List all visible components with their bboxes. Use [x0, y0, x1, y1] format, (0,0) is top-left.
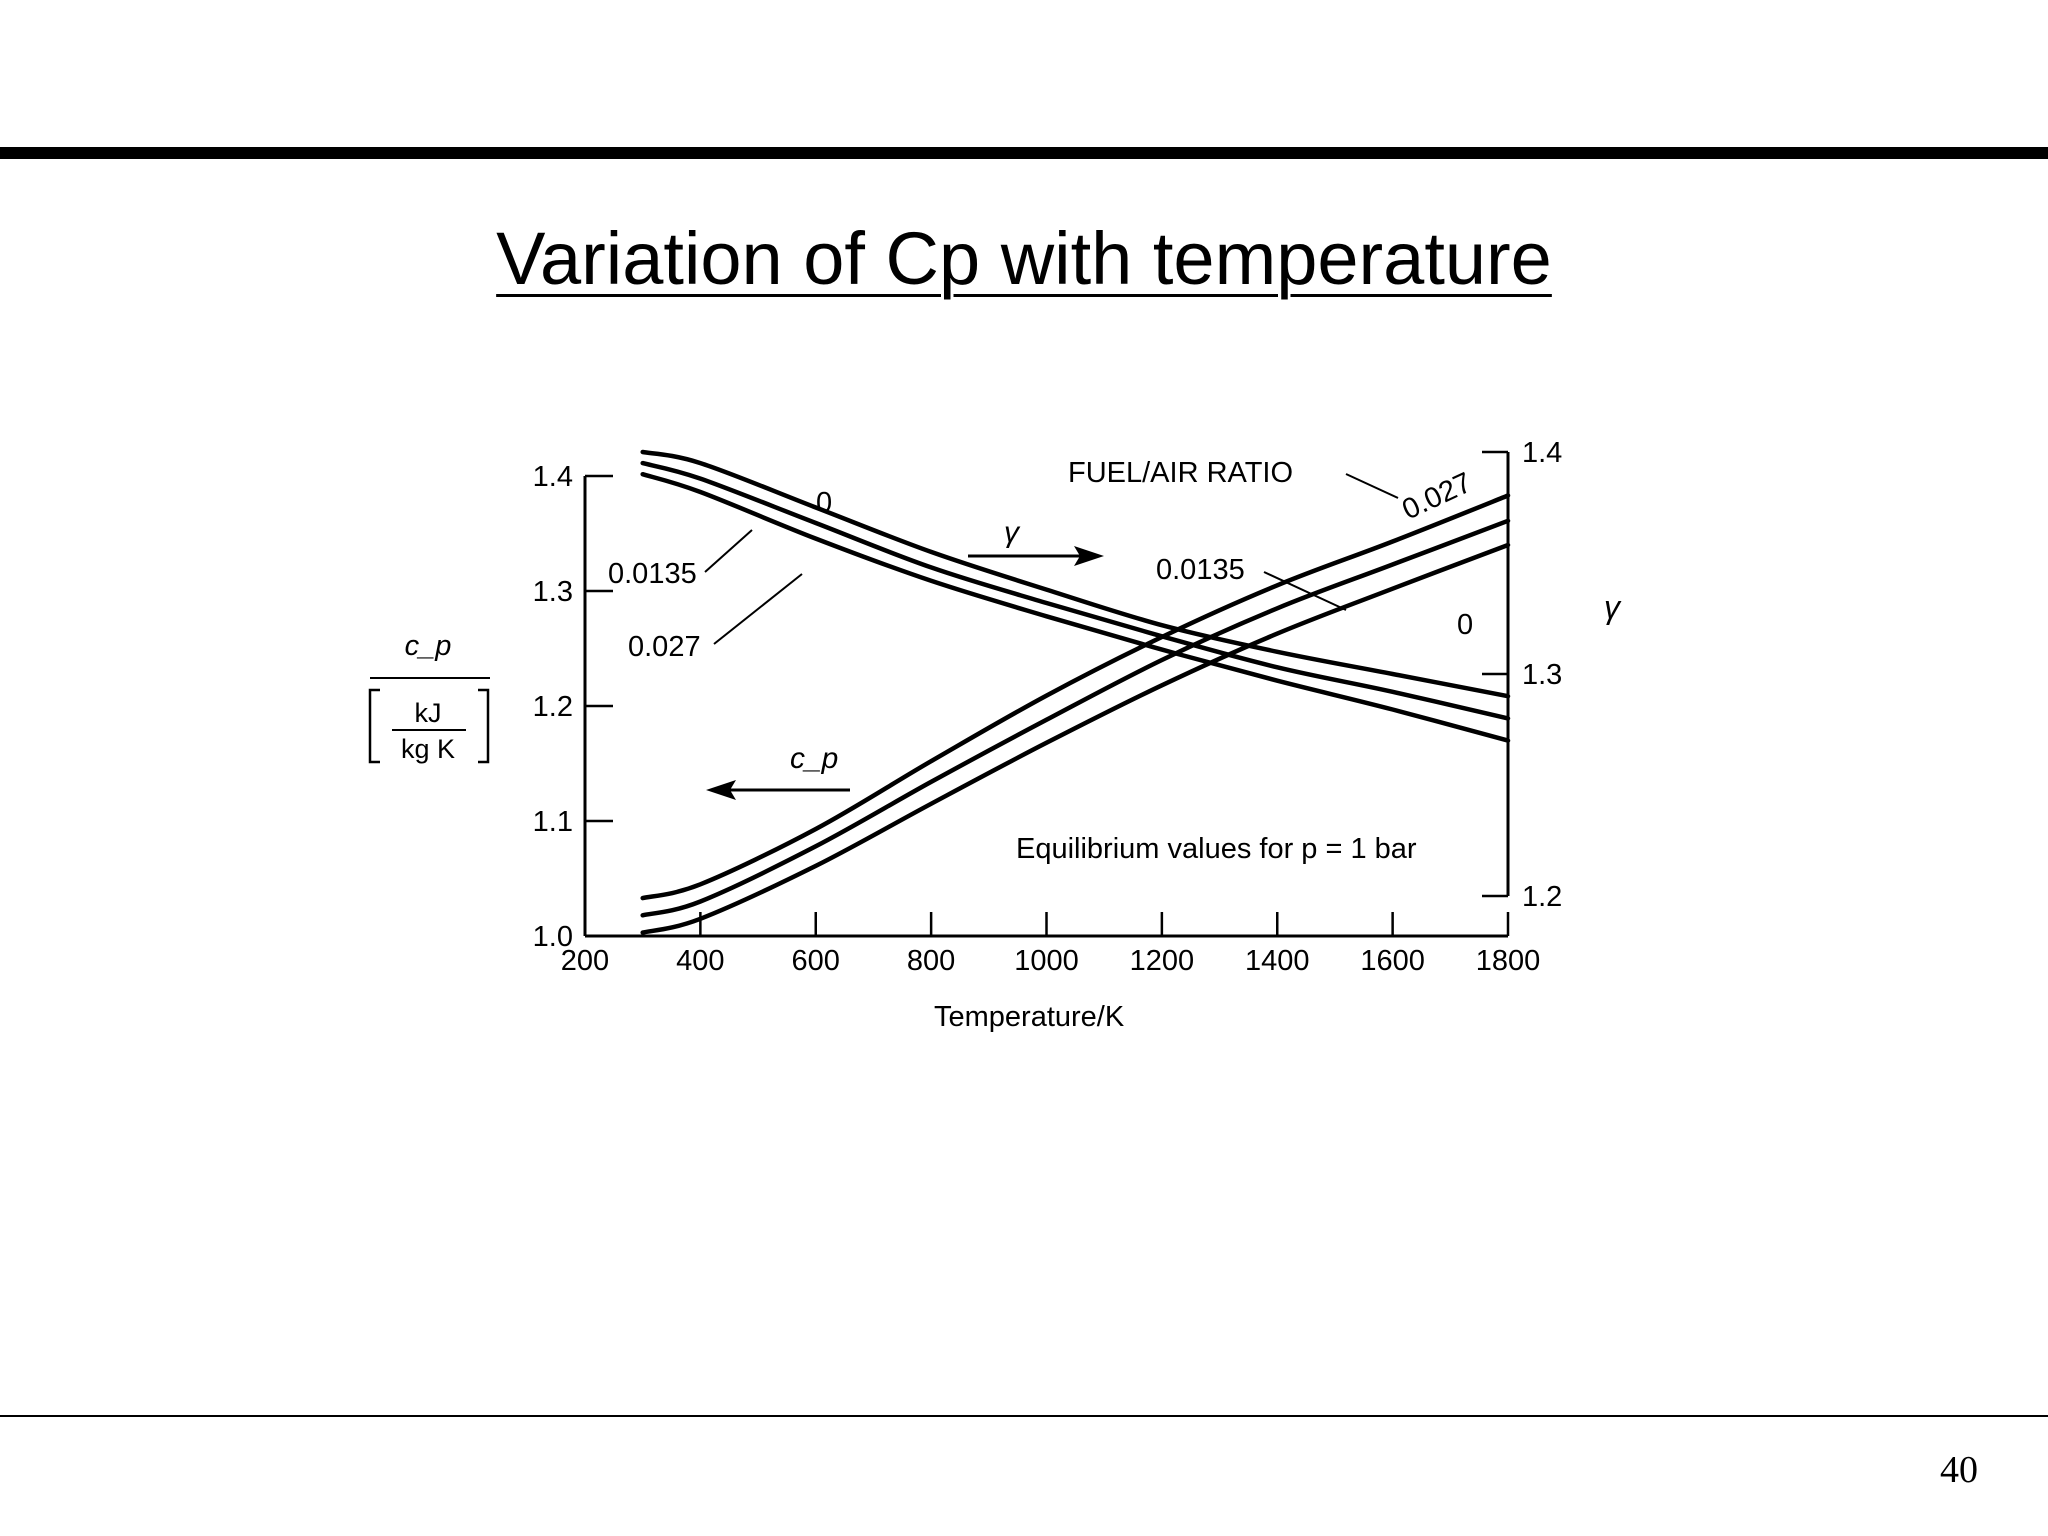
series-line-cp-0_027 — [640, 493, 1511, 901]
x-tick-label: 200 — [561, 945, 609, 977]
left-axis-label: c_p kJ kg K — [368, 630, 490, 764]
x-tick-label: 1600 — [1360, 945, 1425, 977]
label-gamma-0135: 0.0135 — [608, 558, 697, 590]
label-cp-0135: 0.0135 — [1156, 554, 1245, 586]
series-line-gamma-0_0135 — [640, 460, 1511, 721]
right-tick-label: 1.3 — [1522, 659, 1562, 691]
gamma-arrow — [968, 546, 1104, 566]
gamma-arrow-label: γ — [1004, 516, 1021, 549]
leader-gamma-0135 — [704, 529, 753, 573]
series-line-cp-0 — [640, 542, 1511, 935]
left-axis-unit-numerator: kJ — [415, 698, 442, 728]
left-tick-label: 1.3 — [533, 576, 573, 608]
label-cp-027: 0.027 — [1397, 467, 1476, 527]
x-tick-label: 1000 — [1014, 945, 1079, 977]
left-tick-label: 1.4 — [533, 461, 573, 493]
cp-arrow-label: c_p — [790, 742, 838, 775]
equilibrium-annotation: Equilibrium values for p = 1 bar — [1016, 833, 1417, 865]
series-line-gamma-0_027 — [640, 471, 1511, 743]
x-tick-label: 1400 — [1245, 945, 1310, 977]
left-tick-label: 1.1 — [533, 806, 573, 838]
right-axis-label: γ — [1604, 589, 1622, 625]
x-tick-label: 1800 — [1476, 945, 1541, 977]
bottom-rule — [0, 1415, 2048, 1417]
left-tick-label: 1.0 — [533, 921, 573, 953]
label-gamma-0: 0 — [816, 487, 832, 519]
label-gamma-027: 0.027 — [628, 631, 701, 663]
right-tick-label: 1.4 — [1522, 437, 1562, 469]
chart-curves — [640, 449, 1511, 935]
label-cp-0: 0 — [1457, 609, 1473, 641]
right-tick-label: 1.2 — [1522, 881, 1562, 913]
left-axis-symbol: c_p — [405, 630, 452, 662]
page-number: 40 — [1940, 1449, 1978, 1491]
left-tick-label: 1.2 — [533, 691, 573, 723]
cp-arrow — [706, 780, 850, 800]
left-axis-unit-denominator: kg K — [401, 734, 455, 764]
x-tick-label: 400 — [676, 945, 724, 977]
series-line-gamma-0 — [640, 449, 1511, 699]
slide-title: Variation of Cp with temperature — [496, 217, 1552, 300]
leader-cp-0135 — [1263, 571, 1347, 611]
x-tick-label: 800 — [907, 945, 955, 977]
series-line-cp-0_0135 — [640, 518, 1511, 918]
chart-ticks: 200 400 600 800 1000 1200 1400 1600 1800 1.0 1.1 1.… — [533, 437, 1563, 977]
x-axis-label: Temperature/K — [934, 1001, 1125, 1033]
top-rule — [0, 147, 2048, 159]
x-tick-label: 600 — [792, 945, 840, 977]
legend-leader — [1345, 473, 1399, 499]
x-tick-label: 1200 — [1130, 945, 1195, 977]
chart-labels: FUEL/AIR RATIO 0 0.0135 0.027 0.027 0.01… — [368, 457, 1622, 1033]
leader-gamma-027 — [713, 573, 803, 645]
legend-title: FUEL/AIR RATIO — [1068, 457, 1293, 489]
